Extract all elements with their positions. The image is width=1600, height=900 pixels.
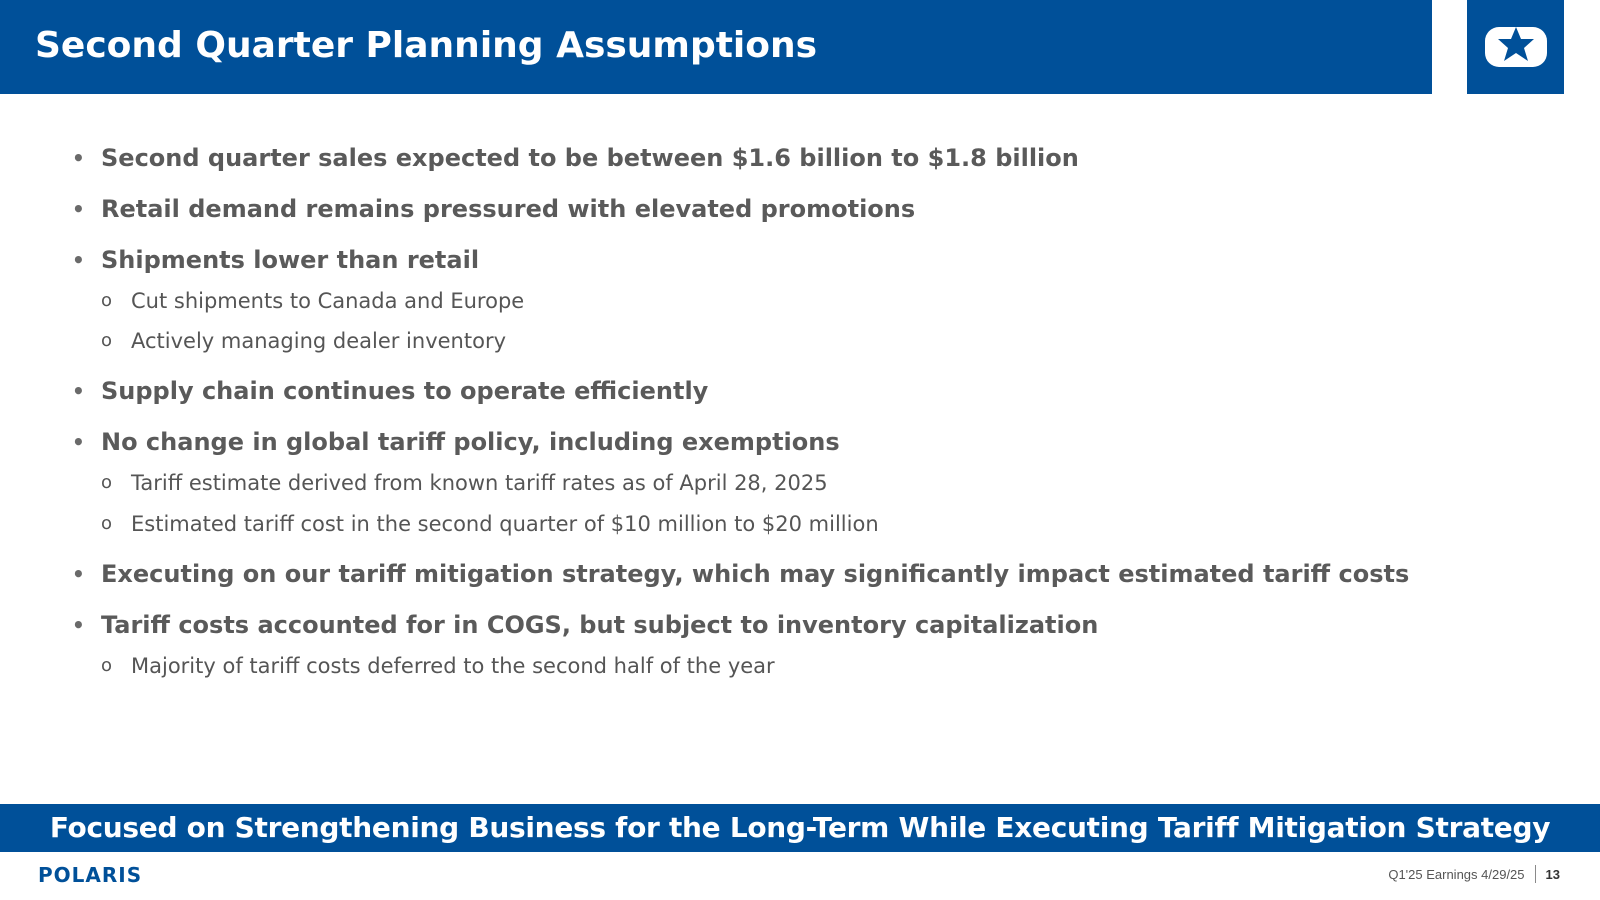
bullet-text: No change in global tariff policy, inclu…: [101, 428, 840, 456]
summary-banner-text: Focused on Strengthening Business for th…: [49, 811, 1551, 844]
bullet-marker: •: [72, 146, 85, 170]
page-number: 13: [1545, 866, 1560, 882]
bullet-text: Shipments lower than retail: [101, 246, 480, 274]
bullet-marker: •: [72, 562, 85, 586]
bullet-text: Cut shipments to Canada and Europe: [131, 289, 525, 313]
bullet-marker: •: [72, 613, 85, 637]
bullet-text: Estimated tariff cost in the second quar…: [131, 512, 879, 536]
bullet-text: Supply chain continues to operate effici…: [101, 377, 709, 405]
footer-divider: [1534, 865, 1536, 883]
bullet-text: Second quarter sales expected to be betw…: [101, 144, 1079, 172]
title-bar: Second Quarter Planning Assumptions: [0, 0, 1432, 94]
bullet-text: Retail demand remains pressured with ele…: [101, 195, 916, 223]
bullet-text: Executing on our tariff mitigation strat…: [101, 560, 1410, 588]
footer-date-label: Q1'25 Earnings 4/29/25: [1388, 866, 1525, 882]
sub-bullet-marker: o: [101, 472, 113, 493]
bullet-marker: •: [72, 379, 85, 403]
slide-title: Second Quarter Planning Assumptions: [35, 25, 818, 66]
sub-bullet-marker: o: [101, 655, 113, 676]
polaris-wordmark-text: POLARIS: [38, 865, 142, 883]
bullet-text: Tariff costs accounted for in COGS, but …: [101, 611, 1099, 639]
bullet-marker: •: [72, 248, 85, 272]
sub-bullet-marker: o: [101, 330, 113, 351]
sub-bullet-marker: o: [101, 513, 113, 534]
polaris-star-icon: [1484, 27, 1547, 67]
bullet-marker: •: [72, 430, 85, 454]
summary-banner: Focused on Strengthening Business for th…: [0, 804, 1600, 852]
footer-meta: Q1'25 Earnings 4/29/25 13: [1388, 864, 1560, 884]
sub-bullet-marker: o: [101, 290, 113, 311]
bullet-text: Actively managing dealer inventory: [131, 329, 507, 353]
header-logo: [1467, 0, 1564, 94]
bullet-text: Majority of tariff costs deferred to the…: [131, 654, 775, 678]
polaris-wordmark: POLARIS: [38, 863, 182, 887]
bullet-text: Tariff estimate derived from known tarif…: [131, 471, 828, 495]
bullet-marker: •: [72, 197, 85, 221]
